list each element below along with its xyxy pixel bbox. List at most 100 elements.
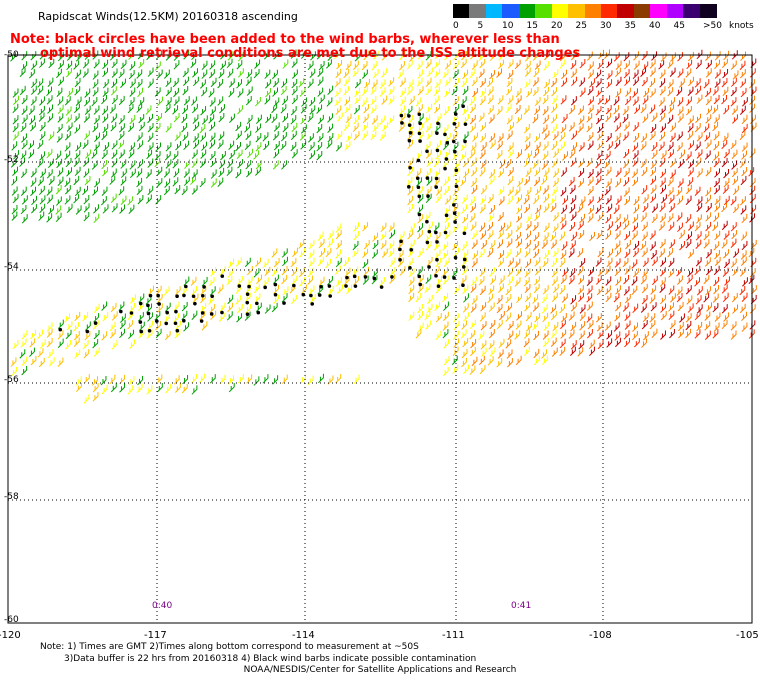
wind-barb	[308, 285, 315, 295]
wind-barb	[541, 293, 548, 304]
wind-barb	[741, 123, 748, 134]
wind-barb	[605, 178, 612, 188]
wind-barb	[48, 58, 55, 69]
wind-barb	[452, 186, 459, 196]
wind-barb	[640, 67, 647, 77]
wind-barb	[723, 195, 730, 206]
wind-barb	[606, 58, 613, 68]
wind-barb	[614, 139, 621, 150]
wind-barb	[516, 114, 523, 124]
wind-barb	[425, 85, 432, 96]
wind-barb	[388, 222, 395, 232]
wind-barb	[57, 167, 64, 177]
wind-barb	[721, 202, 728, 213]
wind-barb	[354, 94, 361, 105]
wind-barb	[677, 301, 684, 312]
contamination-circle	[175, 328, 180, 333]
contamination-circle	[408, 130, 413, 135]
wind-barb	[307, 133, 314, 143]
contamination-circle	[202, 285, 206, 289]
wind-barb	[579, 59, 586, 69]
contamination-circle	[454, 168, 459, 173]
wind-barb	[721, 139, 728, 150]
wind-barb	[102, 123, 109, 134]
wind-barb	[156, 383, 163, 393]
wind-barb	[317, 133, 324, 143]
wind-barb	[525, 239, 531, 250]
wind-barb	[523, 105, 530, 115]
wind-barb	[480, 159, 487, 169]
wind-barb	[586, 301, 593, 311]
wind-barb	[157, 96, 163, 106]
wind-barb	[677, 222, 683, 233]
wind-barb	[505, 221, 512, 231]
wind-barb	[317, 256, 324, 266]
wind-barb	[127, 103, 134, 114]
wind-barb	[64, 150, 71, 160]
wind-barb	[571, 130, 577, 140]
wind-barb	[11, 176, 18, 186]
wind-barb	[534, 141, 541, 152]
wind-barb	[714, 51, 721, 61]
wind-barb	[615, 60, 622, 70]
wind-barb	[119, 383, 126, 393]
wind-barb	[173, 96, 180, 106]
wind-barb	[199, 79, 206, 89]
wind-barb	[571, 142, 577, 152]
contamination-circle	[156, 293, 160, 298]
wind-barb	[506, 86, 512, 96]
wind-barb	[109, 374, 116, 385]
colorbar-tick-label: 5	[477, 21, 484, 31]
wind-barb	[470, 303, 477, 313]
wind-barb	[479, 95, 486, 106]
wind-barb	[164, 178, 171, 188]
wind-barb	[39, 122, 46, 132]
contamination-circle	[417, 112, 422, 117]
wind-barb	[220, 60, 226, 70]
wind-barb	[362, 248, 369, 258]
wind-barb	[37, 139, 44, 150]
wind-barb	[127, 310, 134, 321]
wind-barb	[534, 266, 541, 276]
wind-barb	[67, 87, 73, 98]
wind-barb	[686, 295, 693, 305]
wind-barb	[559, 346, 566, 357]
wind-barb	[552, 177, 559, 188]
wind-barb	[615, 67, 621, 78]
wind-barb	[280, 85, 287, 96]
wind-barb	[641, 294, 648, 305]
wind-barb	[607, 248, 613, 258]
wind-barb	[479, 204, 486, 214]
wind-barb	[426, 67, 433, 78]
wind-barb	[676, 86, 683, 97]
wind-barb	[21, 356, 28, 367]
wind-barb	[631, 230, 638, 240]
wind-barb	[688, 159, 694, 169]
wind-barb	[659, 78, 666, 88]
wind-barb	[688, 76, 694, 87]
wind-barb	[191, 374, 198, 384]
wind-barb	[237, 159, 244, 169]
wind-barb	[147, 312, 153, 322]
wind-barb	[55, 212, 62, 223]
wind-barb	[444, 77, 451, 87]
wind-barb	[624, 320, 631, 330]
wind-barb	[147, 113, 153, 124]
wind-barb	[532, 195, 539, 205]
lon-label-105: -105	[736, 630, 759, 641]
wind-barb	[471, 230, 478, 240]
wind-barb	[20, 122, 27, 133]
wind-barb	[740, 205, 747, 215]
wind-barb	[489, 69, 496, 80]
wind-barb	[569, 221, 576, 232]
wind-barb	[723, 249, 729, 259]
wind-barb	[659, 213, 666, 223]
wind-barb	[173, 375, 180, 385]
wind-barb	[327, 85, 334, 96]
contamination-circle	[407, 123, 412, 127]
wind-barb	[46, 194, 53, 205]
wind-barb	[136, 383, 143, 394]
wind-barb	[676, 186, 683, 197]
contamination-circle	[220, 274, 225, 278]
wind-barb	[462, 105, 469, 116]
